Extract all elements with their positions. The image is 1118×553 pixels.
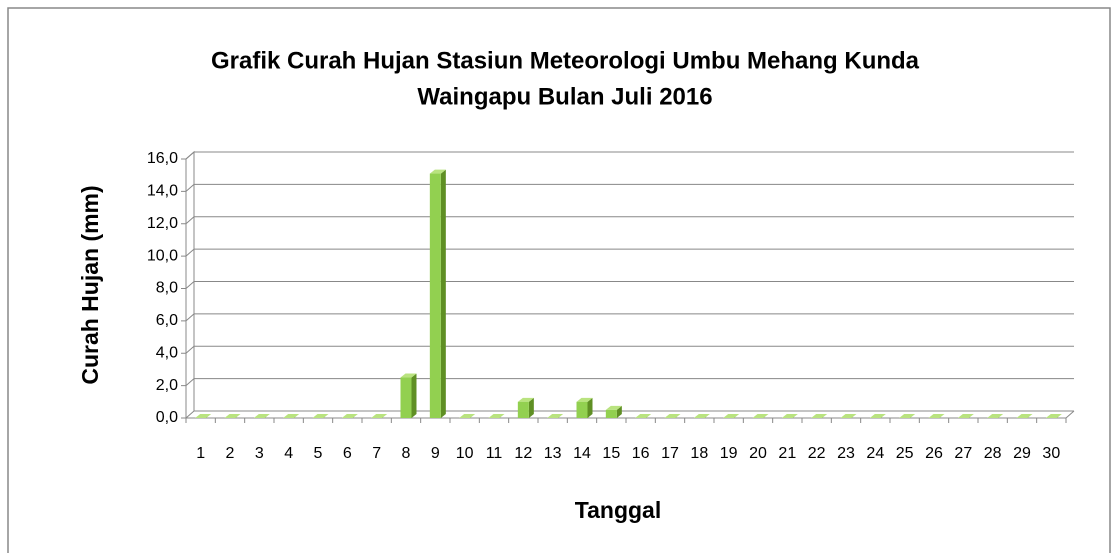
grid-line [185,216,1074,225]
bar-top [605,405,622,410]
bar-top [635,414,652,418]
bar-top [517,397,534,402]
chart-title: Waingapu Bulan Juli 2016 [417,83,712,110]
x-tick-label: 21 [778,445,796,462]
x-tick-label: 25 [896,445,914,462]
y-tick-label: 6,0 [156,312,178,329]
bar [429,173,441,418]
bar-top [488,414,505,418]
bar-top [283,414,300,418]
bar [576,401,588,418]
x-tick-label: 18 [690,445,708,462]
bar-top [312,414,329,418]
bar [605,409,617,418]
y-tick-label: 10,0 [147,247,178,264]
x-tick-label: 8 [402,445,411,462]
x-tick-label: 5 [314,445,323,462]
bar-top [459,414,476,418]
bar-top [429,169,446,174]
y-tick-label: 4,0 [156,344,178,361]
x-tick-label: 13 [544,445,562,462]
x-tick-label: 12 [514,445,532,462]
bar [517,401,529,418]
bar-top [781,414,798,418]
grid-line [185,281,1074,289]
bar-top [400,373,417,378]
grid-line [185,183,1074,192]
x-tick-label: 7 [372,445,381,462]
bar-top [224,414,241,418]
x-tick-label: 2 [226,445,235,462]
grid-line [185,248,1074,257]
x-tick-label: 14 [573,445,591,462]
grid-line [185,410,1074,419]
bar-side [616,405,622,418]
bar-top [957,414,974,418]
x-tick-label: 4 [284,445,293,462]
bar-top [253,414,270,418]
x-tick-label: 23 [837,445,855,462]
y-tick-label: 14,0 [147,183,178,200]
bar-top [664,414,681,418]
x-tick-label: 1 [196,445,205,462]
bar-top [928,414,945,418]
y-tick-label: 8,0 [156,280,178,297]
bar-top [371,414,388,418]
y-tick-label: 2,0 [156,377,178,394]
x-tick-label: 11 [486,445,503,462]
bar-top [195,414,212,418]
grid-line [185,313,1074,322]
y-tick-label: 12,0 [147,215,178,232]
bar-top [547,414,564,418]
chart-title: Grafik Curah Hujan Stasiun Meteorologi U… [211,47,920,74]
bar-top [1016,414,1033,418]
x-tick-label: 15 [602,445,620,462]
grid-line [185,151,1074,160]
bar-side [528,397,534,418]
bar-top [987,414,1004,418]
bar-top [869,414,886,418]
grid-line [185,378,1074,387]
bar-top [899,414,916,418]
bar-top [840,414,857,418]
x-tick-label: 16 [632,445,650,462]
x-tick-label: 6 [343,445,352,462]
bar-top [752,414,769,418]
bar [400,377,412,418]
x-tick-label: 3 [255,445,264,462]
x-tick-label: 27 [954,445,972,462]
x-tick-label: 26 [925,445,943,462]
x-tick-label: 30 [1042,445,1060,462]
grid-line [185,345,1074,354]
x-tick-label: 29 [1013,445,1031,462]
y-tick-label: 16,0 [147,150,178,167]
bar-top [1045,414,1062,418]
bar-side [411,373,417,418]
bar-top [811,414,828,418]
chart-frame [7,7,1111,553]
bar-top [693,414,710,418]
x-tick-label: 24 [866,445,884,462]
x-tick-label: 22 [808,445,826,462]
x-tick-label: 19 [720,445,738,462]
x-tick-label: 28 [984,445,1002,462]
x-tick-label: 10 [456,445,474,462]
bar-top [341,414,358,418]
x-tick-label: 20 [749,445,767,462]
bar-side [440,169,446,418]
bar-side [587,397,593,418]
y-axis-label: Curah Hujan (mm) [77,185,103,384]
x-axis-label: Tanggal [575,497,661,523]
bar-top [723,414,740,418]
x-tick-label: 17 [661,445,679,462]
y-tick-label: 0,0 [156,409,178,426]
bar-top [576,397,593,402]
x-tick-label: 9 [431,445,440,462]
